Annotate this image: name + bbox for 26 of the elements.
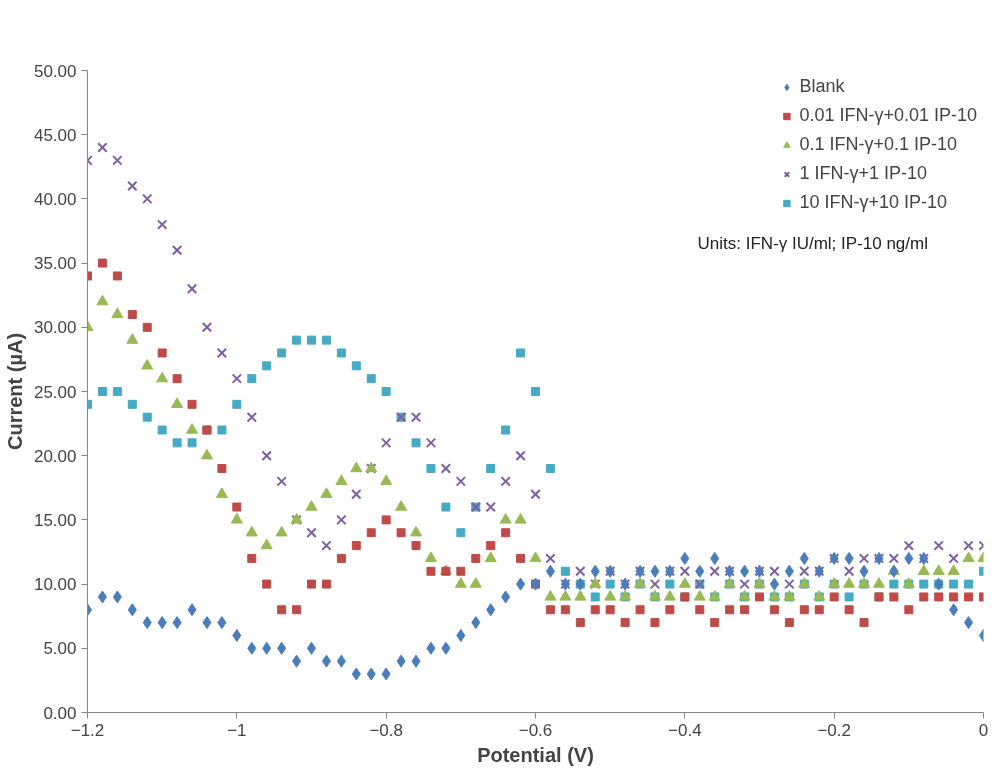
legend-label: 0.1 IFN-γ+0.1 IP-10: [799, 134, 957, 155]
y-tick-label: 5.00: [43, 639, 77, 659]
legend-label: 10 IFN-γ+10 IP-10: [799, 192, 947, 213]
y-axis-title: Current (µA): [3, 332, 26, 451]
x-tick-label: 0: [978, 720, 989, 740]
x-tick-label: −0.6: [518, 720, 553, 740]
y-tick-label: 30.00: [33, 318, 77, 338]
y-tick-label: 20.00: [33, 446, 77, 466]
y-tick-label: 50.00: [33, 61, 77, 81]
y-tick-label: 10.00: [33, 575, 77, 595]
x-axis-title: Potential (V): [477, 743, 594, 766]
x-tick-label: −1: [227, 720, 247, 740]
y-tick-label: 40.00: [33, 189, 77, 209]
y-tick-label: 25.00: [33, 382, 77, 402]
annotation: Units: IFN-γ IU/ml; IP-10 ng/ml: [697, 233, 928, 253]
x-tick-label: −0.8: [369, 720, 403, 740]
y-tick-label: 0.00: [43, 703, 77, 723]
x-tick-label: −1.2: [70, 720, 105, 740]
x-tick-label: −0.4: [668, 720, 702, 740]
x-tick-label: −0.2: [817, 720, 851, 740]
y-tick-label: 35.00: [33, 254, 77, 274]
y-tick-label: 15.00: [33, 510, 77, 530]
legend-label: Blank: [799, 76, 845, 97]
legend-label: 0.01 IFN-γ+0.01 IP-10: [799, 105, 977, 126]
legend-label: 1 IFN-γ+1 IP-10: [799, 163, 927, 184]
y-tick-label: 45.00: [33, 125, 77, 145]
